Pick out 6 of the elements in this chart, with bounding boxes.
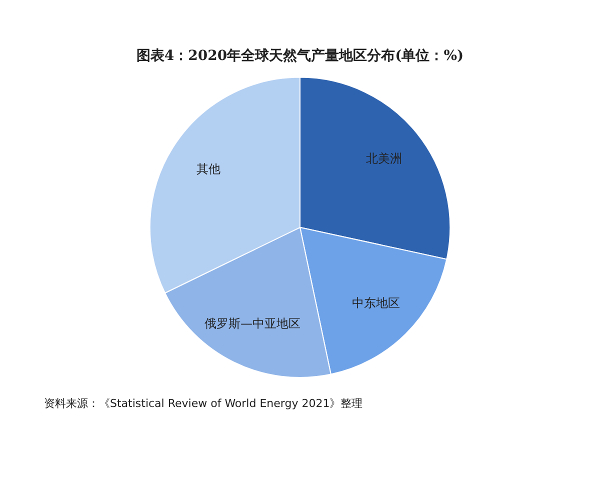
slice-label: 俄罗斯—中亚地区 [204,316,300,331]
slice-label: 其他 [196,162,220,176]
slice-label: 中东地区 [352,296,400,310]
text: 资料来源：《Statistical Review of World Energy 2021》整理 [44,396,364,411]
chart-title: 图表4：2020年全球天然气产量地区分布(单位：%) [136,47,464,64]
slice-label: 北美洲 [366,152,402,166]
